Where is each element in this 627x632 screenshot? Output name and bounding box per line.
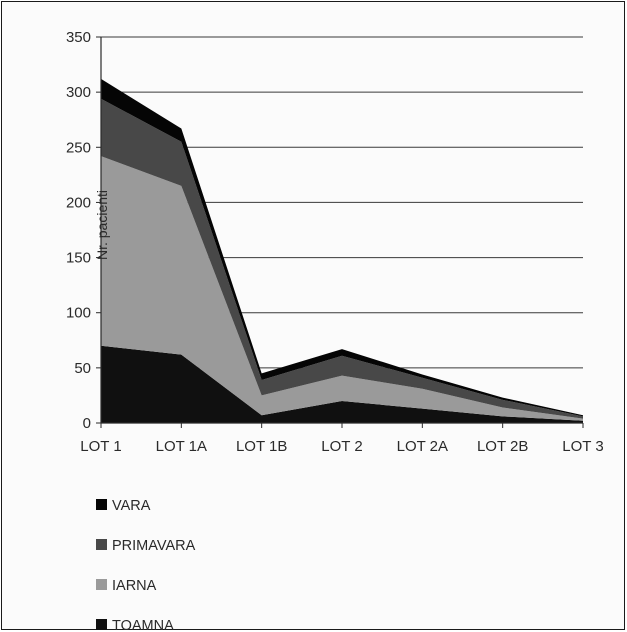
x-tick-label: LOT 1B — [236, 438, 287, 455]
y-tick-label: 0 — [83, 415, 91, 432]
y-tick-label: 100 — [66, 305, 91, 322]
y-tick-label: 300 — [66, 84, 91, 101]
y-axis-label: Nr. pacienti — [94, 190, 110, 260]
x-tick-label: LOT 2 — [321, 438, 362, 455]
x-tick-label: LOT 1 — [80, 438, 121, 455]
y-tick-label: 250 — [66, 139, 91, 156]
y-tick-labels: 0 50 100 150 200 250 300 350 — [66, 29, 91, 432]
legend-swatch — [96, 539, 107, 550]
legend-swatch — [96, 499, 107, 510]
legend-item: PRIMAVARA — [96, 538, 196, 554]
legend-item: IARNA — [96, 578, 157, 594]
x-tick-label: LOT 2B — [477, 438, 528, 455]
legend-label: VARA — [112, 498, 151, 514]
y-tick-label: 50 — [74, 360, 91, 377]
legend-label: TOAMNA — [112, 618, 174, 632]
y-tick-label: 200 — [66, 194, 91, 211]
legend-item: TOAMNA — [96, 618, 174, 632]
x-tick-label: LOT 3 — [562, 438, 603, 455]
legend: VARA PRIMAVARA IARNA TOAMNA — [96, 498, 196, 632]
legend-label: IARNA — [112, 578, 157, 594]
area-iarna — [101, 156, 583, 421]
x-tick-labels: LOT 1 LOT 1A LOT 1B LOT 2 LOT 2A LOT 2B LOT 3 — [80, 438, 603, 455]
area-vara — [101, 78, 583, 417]
area-toamna — [101, 345, 583, 423]
area-series — [101, 78, 583, 423]
legend-swatch — [96, 579, 107, 590]
x-tick-label: LOT 2A — [397, 438, 448, 455]
legend-swatch — [96, 619, 107, 630]
y-tick-label: 350 — [66, 29, 91, 46]
axes — [96, 36, 584, 428]
area-primavara — [101, 98, 583, 419]
y-tick-label: 150 — [66, 250, 91, 267]
legend-item: VARA — [96, 498, 151, 514]
x-tick-label: LOT 1A — [156, 438, 207, 455]
legend-label: PRIMAVARA — [112, 538, 196, 554]
